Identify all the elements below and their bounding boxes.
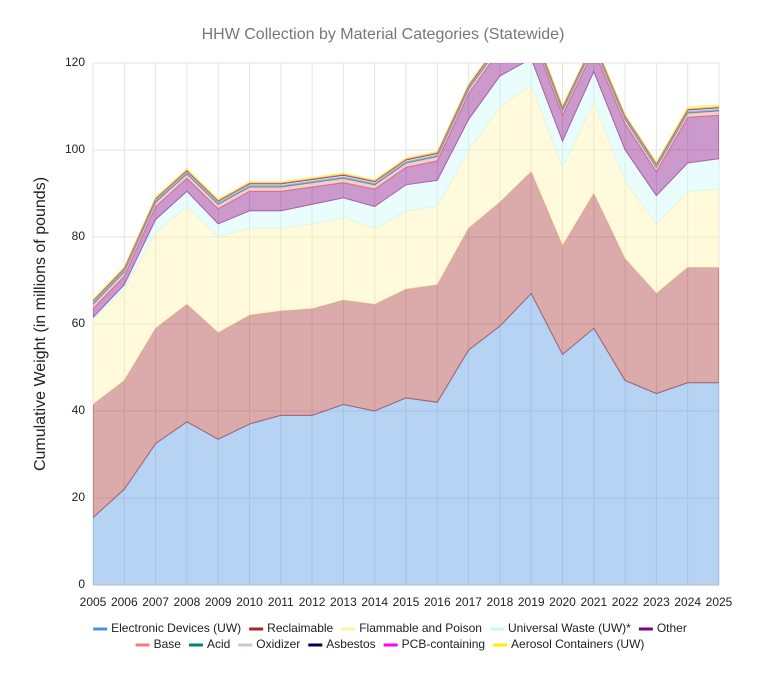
y-tick-label: 20 — [72, 490, 86, 504]
x-tick-label: 2012 — [299, 595, 326, 609]
x-tick-label: 2008 — [174, 595, 201, 609]
legend-label: Other — [657, 621, 687, 635]
axes: 0 20 40 60 80 100 120 2005 2006 2007 2008 2009 2010 2… — [65, 55, 733, 609]
legend-label: Asbestos — [326, 637, 375, 651]
legend-item: Universal Waste (UW)* — [489, 621, 631, 635]
x-tick-label: 2007 — [142, 595, 169, 609]
x-tick-label: 2021 — [580, 595, 607, 609]
legend-item: Electronic Devices (UW) — [93, 621, 241, 635]
chart-title: HHW Collection by Material Categories (S… — [202, 26, 565, 43]
y-tick-label: 80 — [72, 229, 86, 243]
x-tick-label: 2018 — [487, 595, 514, 609]
legend-label: Flammable and Poison — [359, 621, 482, 635]
x-tick-label: 2005 — [80, 595, 107, 609]
x-tick-label: 2009 — [205, 595, 232, 609]
x-tick-label: 2024 — [674, 595, 701, 609]
y-tick-label: 100 — [65, 142, 85, 156]
legend-label: Oxidizer — [256, 637, 300, 651]
legend: Electronic Devices (UW) Reclaimable Flamma… — [93, 621, 687, 651]
x-tick-label: 2022 — [612, 595, 639, 609]
areas — [93, 63, 719, 585]
legend-item: PCB-containing — [383, 637, 485, 651]
legend-label: Base — [154, 637, 182, 651]
y-tick-label: 40 — [72, 403, 86, 417]
x-tick-label: 2016 — [424, 595, 451, 609]
x-tick-label: 2020 — [549, 595, 576, 609]
x-tick-label: 2015 — [393, 595, 420, 609]
x-tick-label: 2010 — [236, 595, 263, 609]
x-tick-label: 2025 — [706, 595, 733, 609]
legend-label: Electronic Devices (UW) — [111, 621, 241, 635]
grid — [92, 62, 720, 586]
y-axis-title: Cumulative Weight (in millions of pounds… — [32, 177, 49, 471]
x-tick-label: 2014 — [361, 595, 388, 609]
legend-label: PCB-containing — [402, 637, 485, 651]
legend-item: Asbestos — [308, 637, 376, 651]
area — [93, 63, 719, 302]
legend-item: Reclaimable — [249, 621, 334, 635]
legend-item: Acid — [188, 637, 230, 651]
legend-label: Acid — [207, 637, 230, 651]
legend-label: Universal Waste (UW)* — [508, 621, 631, 635]
x-tick-label: 2023 — [643, 595, 670, 609]
legend-item: Aerosol Containers (UW) — [493, 637, 644, 651]
legend-label: Reclaimable — [267, 621, 333, 635]
x-tick-label: 2019 — [518, 595, 545, 609]
legend-item: Other — [638, 621, 687, 635]
legend-item: Flammable and Poison — [341, 621, 482, 635]
x-tick-label: 2013 — [330, 595, 357, 609]
y-tick-label: 120 — [65, 55, 85, 69]
x-tick-label: 2017 — [455, 595, 482, 609]
x-tick-label: 2006 — [111, 595, 138, 609]
x-tick-label: 2011 — [268, 595, 294, 609]
y-tick-label: 0 — [78, 577, 85, 591]
legend-label: Aerosol Containers (UW) — [511, 637, 644, 651]
legend-item: Base — [135, 637, 182, 651]
legend-item: Oxidizer — [238, 637, 300, 651]
y-tick-label: 60 — [72, 316, 86, 330]
